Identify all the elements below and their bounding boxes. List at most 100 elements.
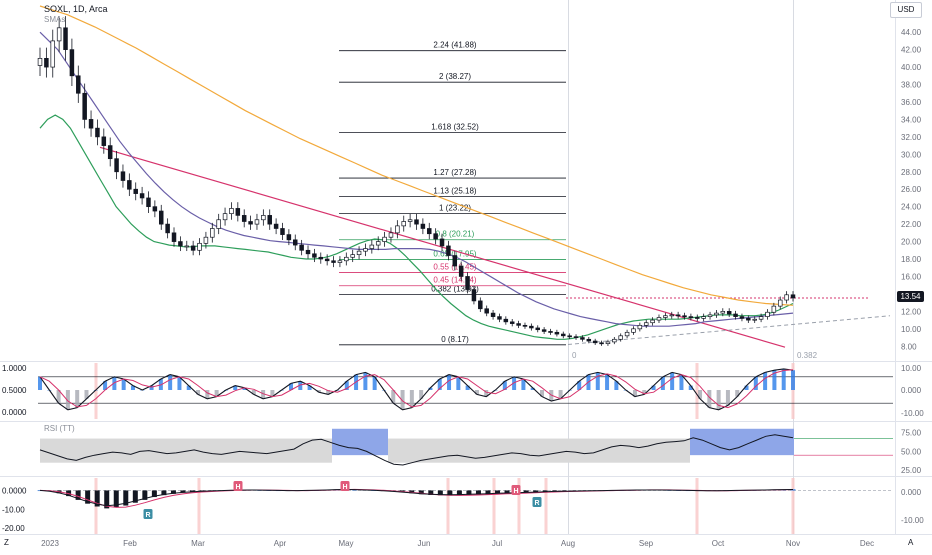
candle-body bbox=[612, 338, 617, 343]
candle-body bbox=[344, 256, 349, 262]
osc-histogram-bar bbox=[614, 381, 619, 390]
candle-body bbox=[777, 299, 783, 307]
osc-histogram-bar bbox=[56, 390, 61, 404]
candle-body bbox=[503, 318, 509, 323]
annotation-label: 0 bbox=[572, 351, 577, 360]
osc-tick-label: 0.5000 bbox=[2, 386, 27, 395]
candle-body bbox=[63, 27, 68, 50]
candle-body bbox=[210, 228, 215, 238]
osc-histogram-bar bbox=[465, 385, 470, 390]
candle-body bbox=[88, 119, 94, 129]
macd-histogram-bar bbox=[418, 490, 424, 495]
candle-body bbox=[375, 241, 381, 246]
y-tick-label: 26.00 bbox=[901, 185, 922, 194]
osc-right-tick: 10.00 bbox=[901, 364, 922, 373]
candle-body bbox=[107, 145, 113, 160]
osc-right-tick: 0.000 bbox=[901, 386, 922, 395]
candle-body bbox=[235, 208, 241, 216]
candle-body bbox=[478, 300, 483, 310]
macd-histogram-bar bbox=[456, 490, 462, 496]
macd-line bbox=[39, 488, 794, 507]
osc-histogram-bar bbox=[670, 372, 675, 390]
osc-histogram-bar bbox=[753, 376, 758, 390]
candle-body bbox=[592, 340, 598, 344]
osc-histogram-bar bbox=[298, 381, 303, 390]
x-tick-label: Mar bbox=[191, 539, 205, 548]
timezone-button[interactable]: Z bbox=[4, 538, 9, 547]
candle-body bbox=[605, 341, 611, 345]
candle-body bbox=[395, 225, 400, 234]
candle-body bbox=[758, 316, 764, 320]
signal-highlight bbox=[544, 478, 548, 534]
macd-histogram-bar bbox=[504, 490, 510, 494]
y-tick-label: 44.00 bbox=[901, 28, 922, 37]
y-tick-label: 16.00 bbox=[901, 272, 922, 281]
candle-body bbox=[190, 245, 196, 251]
y-tick-label: 8.00 bbox=[901, 342, 917, 351]
osc-histogram-bar bbox=[660, 376, 665, 390]
y-tick-label: 24.00 bbox=[901, 203, 922, 212]
signal-highlight bbox=[791, 363, 795, 419]
y-tick-label: 38.00 bbox=[901, 81, 922, 90]
candle-body bbox=[280, 228, 285, 235]
currency-button[interactable]: USD bbox=[890, 2, 922, 18]
candle-body bbox=[439, 238, 445, 247]
candle-body bbox=[293, 239, 298, 246]
osc-histogram-bar bbox=[214, 390, 219, 397]
fib-level-label: 1.13 (25.18) bbox=[433, 186, 476, 195]
candle-body bbox=[299, 244, 304, 251]
fib-level-label: 2.24 (41.88) bbox=[433, 41, 476, 50]
rsi-title: RSI (TT) bbox=[44, 424, 75, 433]
macd-histogram-bar bbox=[170, 490, 176, 494]
candle-body bbox=[720, 311, 726, 314]
osc-histogram-bar bbox=[735, 390, 740, 397]
osc-histogram-bar bbox=[605, 374, 610, 390]
y-tick-label: 28.00 bbox=[901, 168, 922, 177]
candle-body bbox=[133, 188, 138, 194]
candle-body bbox=[643, 322, 649, 326]
osc-histogram-bar bbox=[474, 390, 479, 395]
signal-marker-box bbox=[532, 497, 542, 507]
fib-level-label: 1.27 (27.28) bbox=[433, 168, 476, 177]
osc-histogram-bar bbox=[326, 390, 331, 395]
candle-body bbox=[337, 260, 343, 263]
osc-histogram-bar bbox=[409, 390, 414, 408]
candle-body bbox=[746, 318, 751, 321]
annotation-label: 0.382 bbox=[797, 351, 818, 360]
candle-body bbox=[726, 311, 732, 315]
candle-body bbox=[127, 180, 132, 190]
macd-histogram-bar bbox=[409, 490, 415, 494]
candle-body bbox=[76, 75, 81, 94]
osc-histogram-bar bbox=[484, 390, 489, 397]
signal-highlight bbox=[695, 363, 699, 419]
y-tick-label: 42.00 bbox=[901, 46, 922, 55]
macd-histogram-bar bbox=[542, 490, 548, 492]
signal-marker-label: R bbox=[145, 512, 150, 519]
candle-body bbox=[324, 258, 330, 262]
y-tick-label: 32.00 bbox=[901, 133, 922, 142]
osc-histogram-bar bbox=[558, 390, 563, 399]
signal-marker-box bbox=[340, 481, 350, 491]
macd-histogram-bar bbox=[495, 490, 501, 494]
last-price-tag: 13.54 bbox=[897, 291, 924, 302]
osc-signal-line bbox=[39, 369, 794, 409]
candle-body bbox=[101, 136, 107, 146]
x-tick-label: 2023 bbox=[41, 539, 59, 548]
sma-line bbox=[39, 5, 794, 306]
signal-marker-box bbox=[143, 509, 153, 519]
osc-histogram-bar bbox=[251, 390, 256, 395]
candle-body bbox=[369, 244, 375, 249]
candle-body bbox=[356, 250, 362, 256]
candle-body bbox=[407, 219, 413, 222]
osc-histogram-bar bbox=[84, 390, 89, 399]
symbol-title: SOXL, 1D, Arca bbox=[44, 4, 108, 14]
osc-histogram-bar bbox=[344, 381, 349, 390]
rsi-band bbox=[388, 438, 690, 463]
osc-histogram-bar bbox=[688, 385, 693, 390]
auto-scale-button[interactable]: A bbox=[908, 538, 914, 547]
signal-marker: H bbox=[340, 481, 350, 491]
candle-body bbox=[516, 323, 521, 326]
macd-histogram-bar bbox=[428, 490, 434, 495]
